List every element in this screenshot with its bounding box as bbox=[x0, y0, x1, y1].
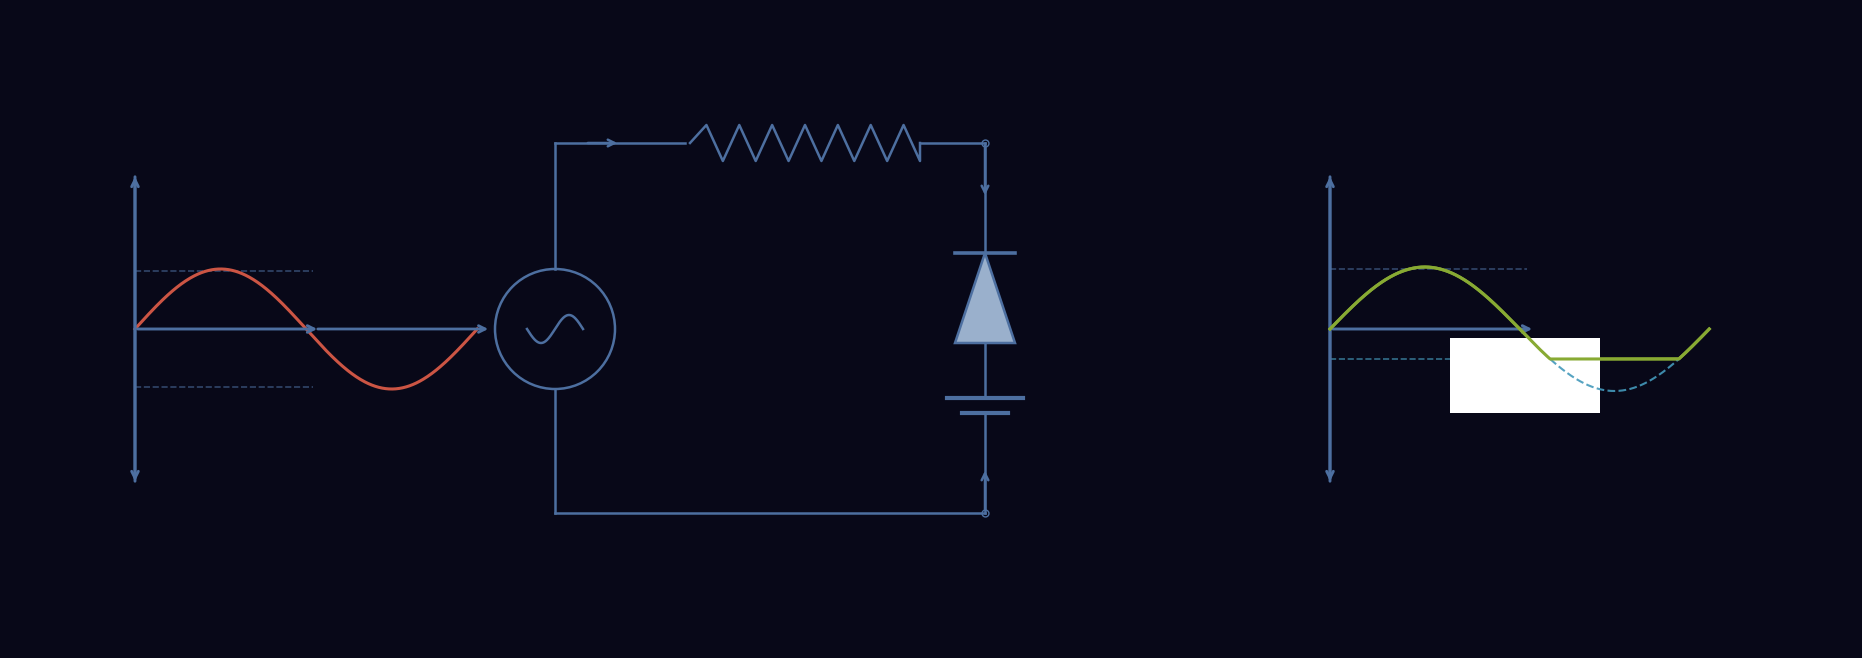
Polygon shape bbox=[955, 253, 1015, 343]
FancyBboxPatch shape bbox=[1450, 338, 1599, 413]
